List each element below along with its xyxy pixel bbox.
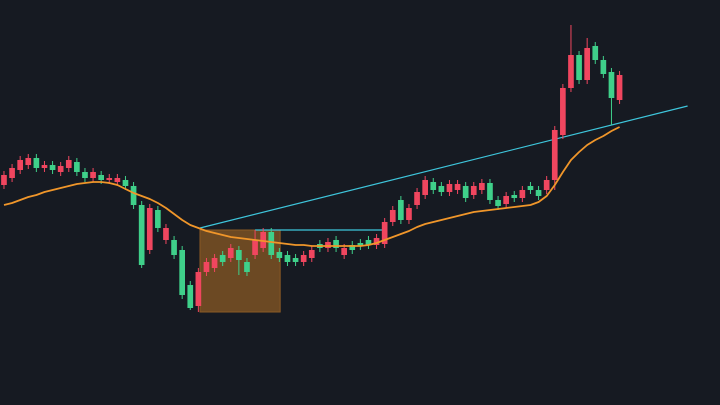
candle-body — [74, 162, 80, 172]
candle-body — [357, 243, 364, 246]
trendline — [199, 105, 688, 229]
candle-body — [106, 178, 113, 180]
candle-body — [576, 55, 582, 80]
candle-body — [300, 255, 307, 262]
candle-body — [130, 186, 137, 205]
candle-body — [227, 248, 234, 258]
candle-body — [414, 192, 420, 205]
candle-body — [446, 184, 453, 192]
candle-body — [373, 238, 380, 245]
candle-body — [543, 180, 550, 190]
candle-body — [276, 252, 283, 258]
range-box — [199, 229, 281, 313]
moving-average-line — [3, 126, 620, 247]
candle-body — [163, 228, 169, 240]
candle-body — [462, 186, 469, 198]
candle-body — [1, 175, 7, 185]
candle-body — [25, 158, 32, 165]
candle-body — [308, 250, 315, 258]
candle-body — [592, 46, 599, 60]
candle-body — [82, 172, 88, 178]
candle-body — [260, 232, 267, 248]
candle-body — [406, 208, 412, 220]
candle-body — [122, 180, 129, 186]
candle-body — [187, 285, 194, 308]
candle-body — [57, 166, 64, 172]
candle-body — [341, 248, 347, 255]
candle-body — [171, 240, 177, 255]
candle-body — [65, 160, 72, 168]
candle-body — [195, 272, 202, 306]
candle-body — [600, 60, 607, 74]
candle-body — [41, 165, 48, 168]
candle-body — [219, 255, 226, 262]
candle-body — [284, 255, 291, 262]
candle-body — [146, 208, 153, 250]
candle-body — [252, 240, 258, 255]
candle-body — [98, 175, 105, 180]
candle-body — [454, 184, 461, 190]
candle-body — [560, 88, 566, 135]
candle-body — [535, 190, 542, 196]
candle-body — [519, 190, 526, 198]
candle-body — [584, 48, 590, 80]
candle-body — [114, 178, 121, 182]
candle-body — [325, 242, 331, 248]
candle-body — [49, 165, 56, 170]
candle-body — [138, 205, 145, 265]
candle-body — [365, 240, 372, 245]
candle-body — [503, 196, 509, 204]
candle-body — [33, 158, 40, 168]
candle-body — [398, 200, 404, 220]
candle-body — [568, 55, 574, 88]
candle-body — [389, 210, 396, 222]
candle-body — [608, 72, 615, 98]
candle-body — [381, 222, 388, 244]
candle-body — [616, 75, 623, 100]
candle-body — [179, 250, 186, 295]
candle-body — [333, 240, 339, 248]
candle-body — [527, 186, 534, 190]
candle-body — [487, 183, 493, 200]
candle-body — [268, 232, 275, 255]
candle-body — [422, 180, 428, 195]
candle-body — [244, 262, 250, 272]
candle-body — [479, 183, 485, 190]
candle-body — [90, 172, 96, 178]
candle-body — [349, 245, 356, 250]
candle-body — [511, 195, 518, 198]
candle-body — [203, 262, 210, 272]
candle-body — [551, 130, 558, 180]
candle-body — [155, 210, 161, 228]
candle-body — [211, 258, 218, 268]
candle-body — [17, 160, 24, 170]
candle-body — [430, 182, 437, 190]
candle-body — [470, 186, 477, 195]
candle-body — [292, 258, 299, 262]
candle-body — [236, 250, 242, 260]
candle-body — [9, 168, 15, 178]
candle-body — [438, 186, 445, 192]
candle-body — [495, 200, 501, 206]
